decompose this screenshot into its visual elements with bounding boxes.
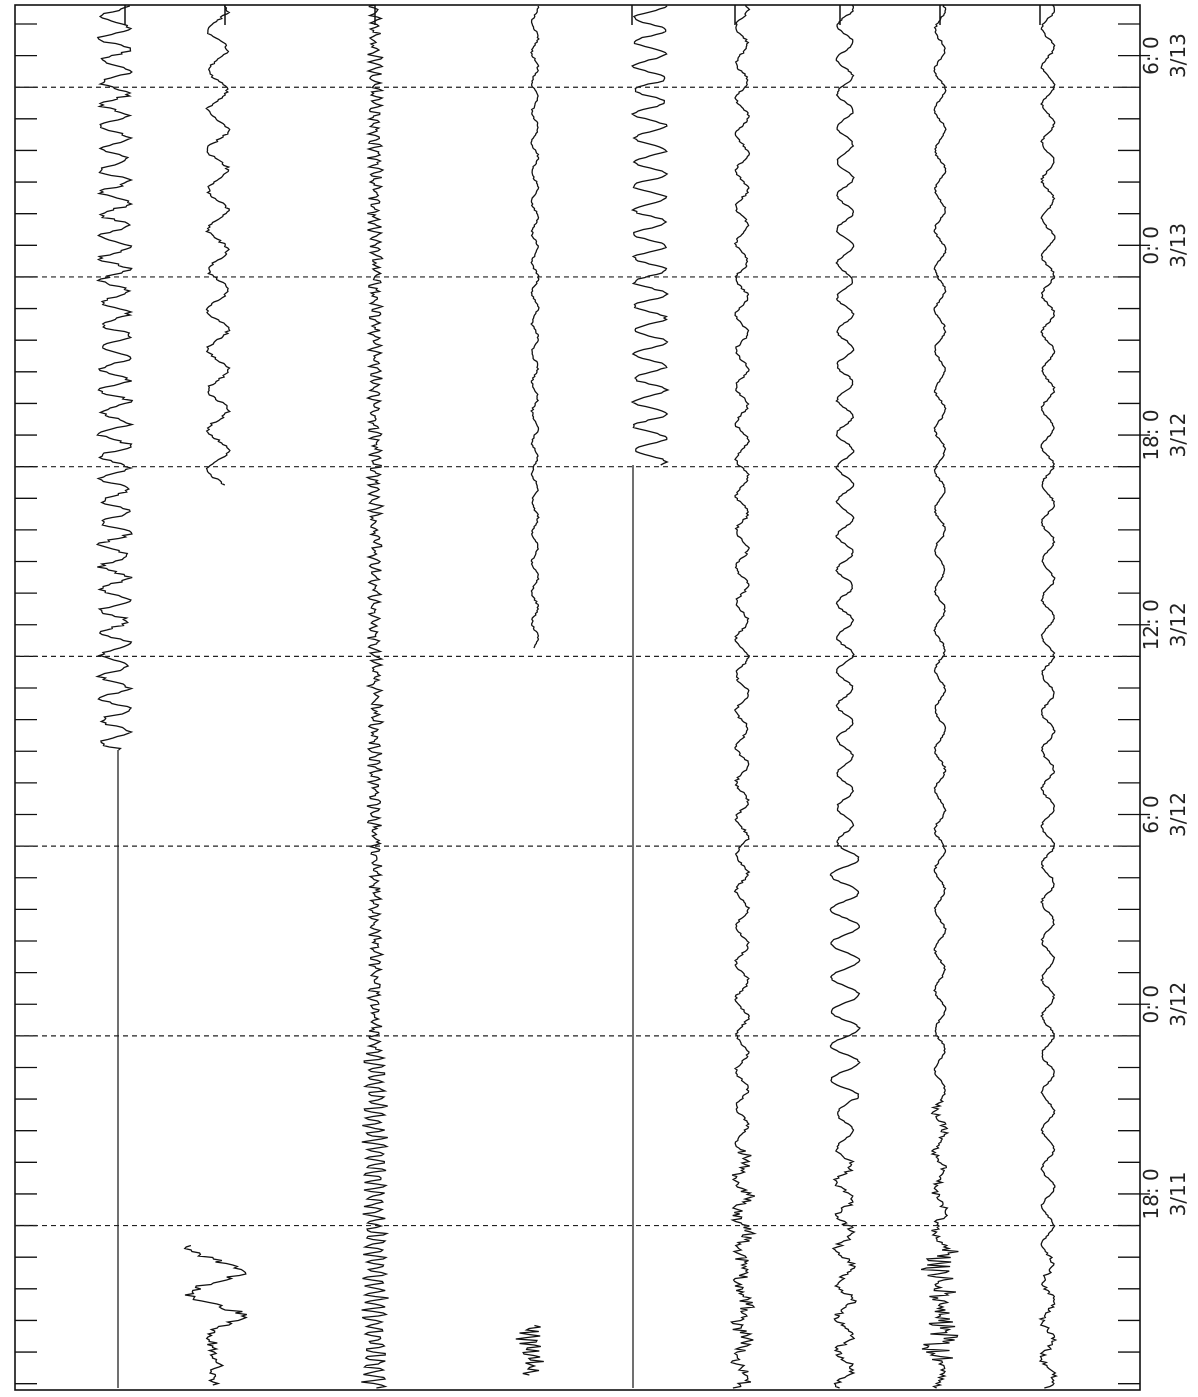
- trace: [630, 5, 670, 466]
- time-label: 6: 0: [1139, 795, 1163, 834]
- trace: [530, 5, 540, 649]
- traces: [95, 4, 1059, 1389]
- trace: [95, 5, 135, 751]
- date-label: 3/13: [1166, 223, 1190, 268]
- time-label: 18: 0: [1139, 1168, 1163, 1219]
- date-label: 3/12: [1166, 602, 1190, 647]
- date-label: 3/12: [1166, 792, 1190, 837]
- date-label: 3/12: [1166, 982, 1190, 1027]
- trace: [204, 4, 232, 486]
- trace: [183, 1244, 248, 1386]
- date-label: 3/11: [1166, 1171, 1190, 1216]
- trace: [920, 4, 959, 1389]
- time-label: 0: 0: [1139, 226, 1163, 265]
- time-label: 12: 0: [1139, 599, 1163, 650]
- time-label: 0: 0: [1139, 985, 1163, 1024]
- plot-frame: [14, 4, 1141, 1391]
- time-label: 18: 0: [1139, 409, 1163, 460]
- date-label: 3/13: [1166, 33, 1190, 78]
- date-label: 3/12: [1166, 413, 1190, 458]
- trace: [1038, 4, 1059, 1389]
- trace: [361, 4, 390, 1389]
- trace: [515, 1324, 544, 1376]
- trace: [729, 4, 757, 1389]
- trace: [829, 4, 861, 1389]
- time-label: 6: 0: [1139, 36, 1163, 75]
